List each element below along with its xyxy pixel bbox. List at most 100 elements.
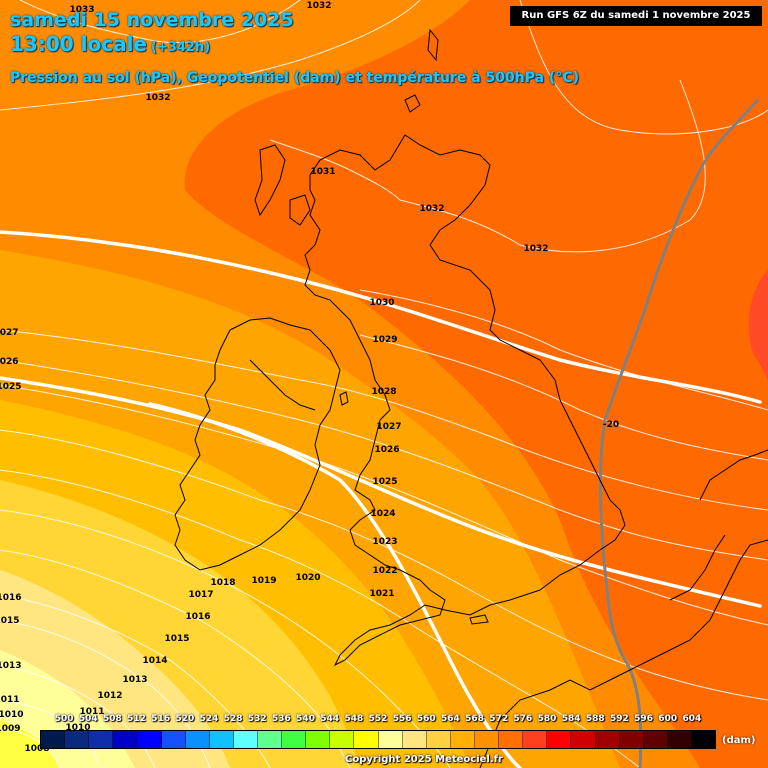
legend-swatch xyxy=(65,731,90,748)
legend-value: 588 xyxy=(585,714,605,724)
coastline-belgium xyxy=(669,534,726,601)
coastline-wight xyxy=(469,614,489,625)
coastline-france xyxy=(479,539,768,768)
isobar-label: 1013 xyxy=(122,675,147,685)
isobar-label: 1026 xyxy=(374,445,399,455)
legend-swatch xyxy=(643,731,668,748)
isobar-label: 1023 xyxy=(372,537,397,547)
isobar-label: 1027 xyxy=(376,422,401,432)
legend-swatch xyxy=(233,731,258,748)
legend-value: 576 xyxy=(513,714,533,724)
isotherm-label: -20 xyxy=(603,420,619,430)
legend-value: 548 xyxy=(344,714,364,724)
forecast-time-value: 13:00 locale xyxy=(10,32,147,56)
legend-swatch xyxy=(426,731,451,748)
coastline-orkney xyxy=(404,94,421,113)
legend-value: 508 xyxy=(103,714,122,724)
isobar-label: 1008 xyxy=(24,744,49,754)
legend-value: 516 xyxy=(151,714,171,724)
forecast-time: 13:00 locale (+342h) xyxy=(10,32,210,56)
coastline-northern-ireland-border xyxy=(249,359,316,411)
isobar-label: 1013 xyxy=(0,661,22,671)
isobar-label: 1011 xyxy=(0,695,20,705)
legend-value: 564 xyxy=(441,714,460,724)
legend-swatch xyxy=(450,731,475,748)
isobar-label: 1025 xyxy=(372,477,397,487)
legend-swatch xyxy=(595,731,620,748)
legend-value: 604 xyxy=(682,714,702,724)
legend-value: 544 xyxy=(320,714,340,724)
isobar-label: 1009 xyxy=(0,724,21,734)
legend-swatch xyxy=(282,731,307,748)
legend-swatch xyxy=(571,731,596,748)
coastline-hebrides xyxy=(254,144,286,217)
geopotential-584-zone xyxy=(748,270,768,380)
map-description: Pression au sol (hPa), Geopotentiel (dam… xyxy=(10,70,579,86)
run-info: Run GFS 6Z du samedi 1 novembre 2025 xyxy=(510,6,762,26)
legend-value: 528 xyxy=(223,714,243,724)
coastline-great-britain xyxy=(304,134,626,667)
legend-swatch xyxy=(378,731,403,748)
isobar-label: 1016 xyxy=(0,593,22,603)
isobar-label: 1010 xyxy=(65,723,90,733)
isobar-label: 1024 xyxy=(370,509,395,519)
legend-value: 592 xyxy=(610,714,629,724)
legend-value: 600 xyxy=(658,714,678,724)
isobar-label: 1021 xyxy=(369,589,394,599)
coastline-isle-of-man xyxy=(339,391,349,406)
isobar-label: 1015 xyxy=(164,634,189,644)
legend-value: 568 xyxy=(465,714,484,724)
isobar-label: 1029 xyxy=(372,335,397,345)
legend-swatch xyxy=(161,731,186,748)
legend-value: 584 xyxy=(561,714,581,724)
legend-value: 552 xyxy=(368,714,388,724)
legend-value: 520 xyxy=(175,714,195,724)
legend-swatch xyxy=(41,731,66,748)
coastline-skye xyxy=(289,194,311,226)
forecast-date: samedi 15 novembre 2025 xyxy=(10,9,294,31)
legend-swatch xyxy=(209,731,234,748)
coastlines xyxy=(174,28,768,768)
legend-swatch xyxy=(330,731,355,748)
isobar-label: 1032 xyxy=(306,1,331,11)
forecast-lead-time: (+342h) xyxy=(151,40,211,55)
isobar-label: 1017 xyxy=(188,590,213,600)
isobar-label: 1010 xyxy=(0,710,24,720)
geopotential-580-zone xyxy=(184,0,768,768)
legend-swatch xyxy=(691,731,716,748)
legend-swatch xyxy=(402,731,427,748)
legend-swatch xyxy=(185,731,210,748)
legend-value: 536 xyxy=(272,714,291,724)
isobar-label: 1031 xyxy=(310,167,335,177)
isobar-label: 1028 xyxy=(371,387,396,397)
legend-value: 532 xyxy=(247,714,267,724)
legend-value: 596 xyxy=(634,714,653,724)
legend-swatch xyxy=(523,731,548,748)
isobar-label: 1015 xyxy=(0,616,20,626)
legend-swatch xyxy=(547,731,572,748)
legend-swatch xyxy=(89,731,114,748)
legend-value: 580 xyxy=(537,714,557,724)
legend-swatch xyxy=(113,731,138,748)
legend-value: 500 xyxy=(54,714,74,724)
isobar-label: 1032 xyxy=(523,244,548,254)
isobar-label: 1014 xyxy=(142,656,167,666)
legend-unit: (dam) xyxy=(722,735,756,746)
isobar-label: 1011 xyxy=(79,707,104,717)
legend-value: 560 xyxy=(416,714,436,724)
isobar-label: 1025 xyxy=(0,382,22,392)
isobar-label: 1020 xyxy=(295,573,320,583)
legend-swatch xyxy=(474,731,500,748)
legend-swatch xyxy=(354,731,379,748)
color-legend xyxy=(40,730,716,749)
isobar-label: 1032 xyxy=(419,204,444,214)
geopotential-552-zone xyxy=(0,720,60,768)
legend-swatch xyxy=(619,731,644,748)
isobar-label: 1012 xyxy=(97,691,122,701)
legend-value: 572 xyxy=(489,714,509,724)
isobar-label: 1018 xyxy=(210,578,235,588)
isobar-label: 1027 xyxy=(0,328,19,338)
isobar-label: 1022 xyxy=(372,566,397,576)
coastline-ireland xyxy=(174,317,341,571)
